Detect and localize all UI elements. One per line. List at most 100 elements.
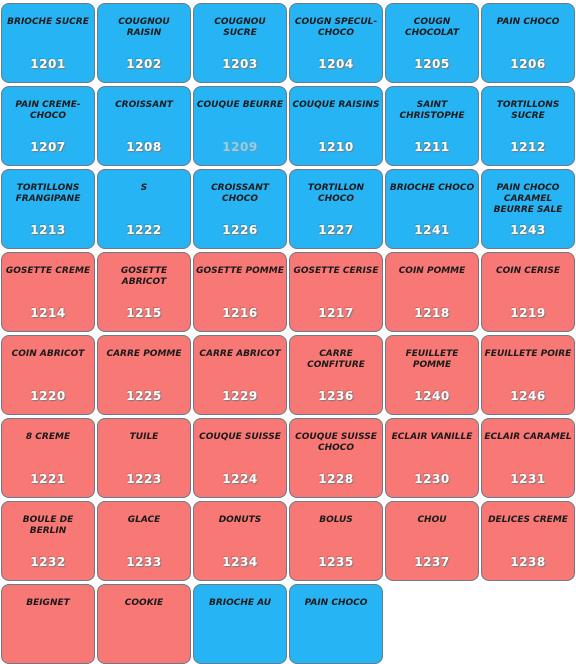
- product-tile-1243[interactable]: PAIN CHOCO CARAMEL BEURRE SALE 1243: [481, 169, 575, 249]
- product-code: 1232: [2, 555, 94, 569]
- product-tile-1205[interactable]: COUGN CHOCOLAT 1205: [385, 3, 479, 83]
- product-tile-1231[interactable]: ECLAIR CARAMEL 1231: [481, 418, 575, 498]
- product-tile-1203[interactable]: COUGNOU SUCRE 1203: [193, 3, 287, 83]
- product-code: 1214: [2, 306, 94, 320]
- product-code: 1230: [386, 472, 478, 486]
- product-code: 1213: [2, 223, 94, 237]
- product-tile-1222[interactable]: S 1222: [97, 169, 191, 249]
- product-code: 1202: [98, 57, 190, 71]
- product-name: CARRE POMME: [100, 349, 188, 360]
- product-tile-1230[interactable]: ECLAIR VANILLE 1230: [385, 418, 479, 498]
- product-tile-1213[interactable]: TORTILLONS FRANGIPANE 1213: [1, 169, 95, 249]
- product-name: COIN POMME: [388, 266, 476, 277]
- product-tile-1228[interactable]: COUQUE SUISSE CHOCO 1228: [289, 418, 383, 498]
- product-grid: BRIOCHE SUCRE 1201 COUGNOU RAISIN 1202 COUGN…: [1, 3, 576, 609]
- product-tile-1214[interactable]: GOSETTE CREME 1214: [1, 252, 95, 332]
- product-name: CHOU: [388, 515, 476, 526]
- product-name: TORTILLONS FRANGIPANE: [4, 183, 92, 205]
- product-code: 1201: [2, 57, 94, 71]
- product-name: CARRE ABRICOT: [196, 349, 284, 360]
- product-tile-1218[interactable]: COIN POMME 1218: [385, 252, 479, 332]
- product-name: COUQUE BEURRE: [196, 100, 284, 111]
- product-tile-1223[interactable]: TUILE 1223: [97, 418, 191, 498]
- product-code: 1209: [194, 140, 286, 154]
- product-name: FEUILLETE POIRE: [484, 349, 572, 360]
- product-code: 1215: [98, 306, 190, 320]
- product-code: 1231: [482, 472, 574, 486]
- product-name: FEUILLETE POMME: [388, 349, 476, 371]
- product-code: 1219: [482, 306, 574, 320]
- product-tile-1221[interactable]: 8 CREME 1221: [1, 418, 95, 498]
- product-code: 1222: [98, 223, 190, 237]
- product-code: 1237: [386, 555, 478, 569]
- product-name: COIN ABRICOT: [4, 349, 92, 360]
- product-name: ECLAIR CARAMEL: [484, 432, 572, 443]
- product-name: PAIN CHOCO: [292, 598, 380, 609]
- product-tile-1233[interactable]: GLACE 1233: [97, 501, 191, 581]
- product-code: 1228: [290, 472, 382, 486]
- product-name: COUGNOU RAISIN: [100, 17, 188, 39]
- product-tile-1246[interactable]: FEUILLETE POIRE 1246: [481, 335, 575, 415]
- product-tile-item-44[interactable]: BRIOCHE AU: [193, 584, 287, 664]
- product-tile-item-43[interactable]: COOKIE: [97, 584, 191, 664]
- product-tile-1208[interactable]: CROISSANT 1208: [97, 86, 191, 166]
- product-code: 1227: [290, 223, 382, 237]
- product-tile-item-42[interactable]: BEIGNET: [1, 584, 95, 664]
- product-code: 1205: [386, 57, 478, 71]
- product-code: 1212: [482, 140, 574, 154]
- product-tile-1217[interactable]: GOSETTE CERISE 1217: [289, 252, 383, 332]
- product-code: 1204: [290, 57, 382, 71]
- product-code: 1203: [194, 57, 286, 71]
- product-tile-1216[interactable]: GOSETTE POMME 1216: [193, 252, 287, 332]
- product-code: 1224: [194, 472, 286, 486]
- product-tile-1201[interactable]: BRIOCHE SUCRE 1201: [1, 3, 95, 83]
- product-name: COUGN SPECUL-CHOCO: [292, 17, 380, 39]
- product-code: 1226: [194, 223, 286, 237]
- product-code: 1211: [386, 140, 478, 154]
- product-tile-1235[interactable]: BOLUS 1235: [289, 501, 383, 581]
- product-name: COIN CERISE: [484, 266, 572, 277]
- product-code: 1240: [386, 389, 478, 403]
- product-name: BOLUS: [292, 515, 380, 526]
- product-name: BRIOCHE CHOCO: [388, 183, 476, 194]
- product-tile-1211[interactable]: SAINT CHRISTOPHE 1211: [385, 86, 479, 166]
- product-name: PAIN CREME-CHOCO: [4, 100, 92, 122]
- product-tile-1238[interactable]: DELICES CREME 1238: [481, 501, 575, 581]
- product-tile-1210[interactable]: COUQUE RAISINS 1210: [289, 86, 383, 166]
- product-tile-1215[interactable]: GOSETTE ABRICOT 1215: [97, 252, 191, 332]
- product-name: TUILE: [100, 432, 188, 443]
- product-name: PAIN CHOCO: [484, 17, 572, 28]
- product-code: 1217: [290, 306, 382, 320]
- product-name: COUQUE RAISINS: [292, 100, 380, 111]
- product-tile-1209[interactable]: COUQUE BEURRE 1209: [193, 86, 287, 166]
- product-code: 1221: [2, 472, 94, 486]
- product-tile-1236[interactable]: CARRE CONFITURE 1236: [289, 335, 383, 415]
- product-tile-1232[interactable]: BOULE DE BERLIN 1232: [1, 501, 95, 581]
- product-code: 1208: [98, 140, 190, 154]
- product-tile-1212[interactable]: TORTILLONS SUCRE 1212: [481, 86, 575, 166]
- product-tile-1241[interactable]: BRIOCHE CHOCO 1241: [385, 169, 479, 249]
- product-tile-1202[interactable]: COUGNOU RAISIN 1202: [97, 3, 191, 83]
- product-tile-1240[interactable]: FEUILLETE POMME 1240: [385, 335, 479, 415]
- product-name: DONUTS: [196, 515, 284, 526]
- product-tile-1204[interactable]: COUGN SPECUL-CHOCO 1204: [289, 3, 383, 83]
- product-tile-1237[interactable]: CHOU 1237: [385, 501, 479, 581]
- product-name: BRIOCHE AU: [196, 598, 284, 609]
- product-tile-1229[interactable]: CARRE ABRICOT 1229: [193, 335, 287, 415]
- product-tile-1220[interactable]: COIN ABRICOT 1220: [1, 335, 95, 415]
- product-tile-1225[interactable]: CARRE POMME 1225: [97, 335, 191, 415]
- product-name: ECLAIR VANILLE: [388, 432, 476, 443]
- product-tile-1206[interactable]: PAIN CHOCO 1206: [481, 3, 575, 83]
- product-tile-1226[interactable]: CROISSANT CHOCO 1226: [193, 169, 287, 249]
- product-code: 1241: [386, 223, 478, 237]
- product-tile-1227[interactable]: TORTILLON CHOCO 1227: [289, 169, 383, 249]
- product-name: GOSETTE CREME: [4, 266, 92, 277]
- product-name: GLACE: [100, 515, 188, 526]
- product-tile-1224[interactable]: COUQUE SUISSE 1224: [193, 418, 287, 498]
- product-tile-1219[interactable]: COIN CERISE 1219: [481, 252, 575, 332]
- product-name: COUQUE SUISSE: [196, 432, 284, 443]
- product-tile-1207[interactable]: PAIN CREME-CHOCO 1207: [1, 86, 95, 166]
- product-code: 1206: [482, 57, 574, 71]
- product-tile-item-45[interactable]: PAIN CHOCO: [289, 584, 383, 664]
- product-tile-1234[interactable]: DONUTS 1234: [193, 501, 287, 581]
